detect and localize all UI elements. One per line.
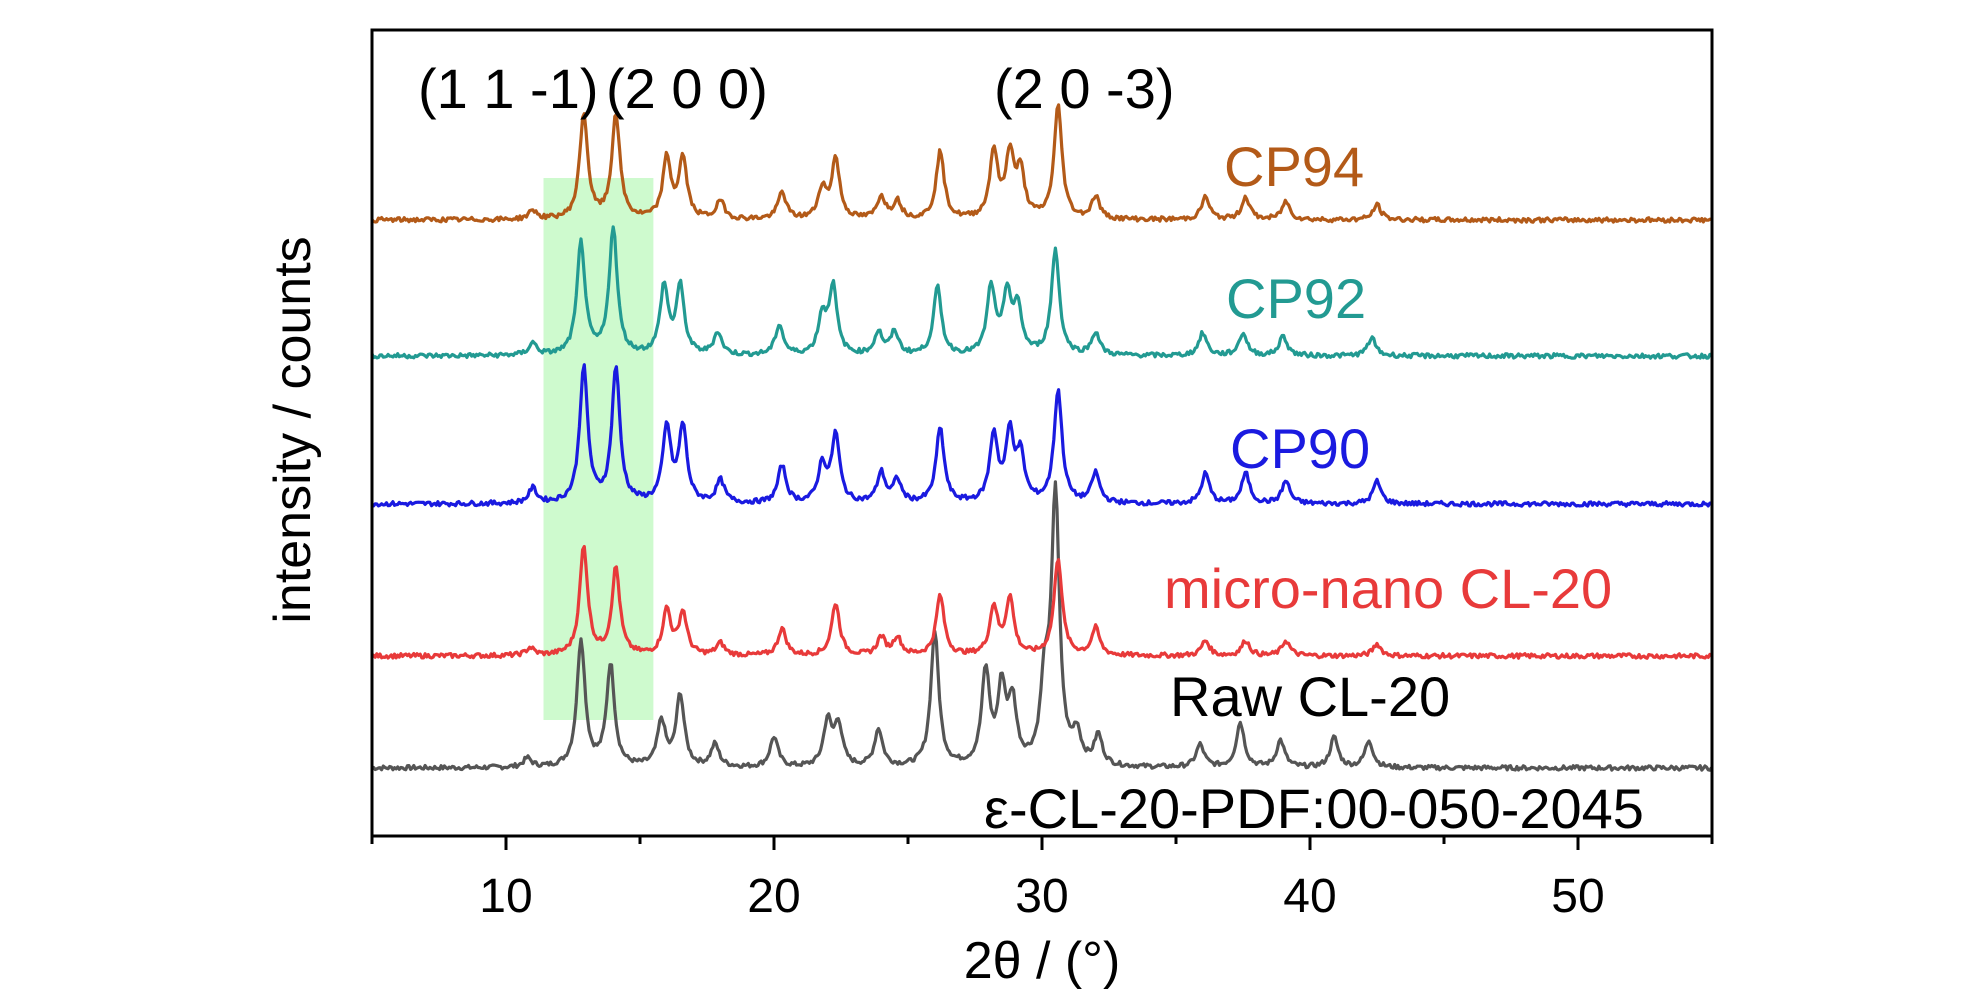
series-label-raw: Raw CL-20 — [1170, 665, 1450, 728]
peak-label-20-3: (2 0 -3) — [994, 57, 1175, 120]
series-label-cp90: CP90 — [1230, 417, 1370, 480]
series-label-cp92: CP92 — [1226, 267, 1366, 330]
y-axis-label: intensity / counts — [264, 236, 322, 623]
x-tick-label: 30 — [1015, 870, 1068, 923]
series-label-cp94: CP94 — [1224, 135, 1364, 198]
x-tick-label: 40 — [1283, 870, 1336, 923]
x-tick-label: 20 — [747, 870, 800, 923]
x-axis-ticks: 10 20 30 40 50 — [370, 836, 1714, 923]
x-tick-label: 50 — [1551, 870, 1604, 923]
series-line-cp94 — [370, 103, 1712, 224]
series-line-raw-cl-20 — [371, 480, 1713, 772]
series-line-micro-nano-cl-20 — [371, 544, 1713, 660]
peak-label-111: (1 1 -1) — [418, 57, 599, 120]
trace-group — [370, 103, 1713, 772]
reference-label: ε-CL-20-PDF:00-050-2045 — [984, 777, 1644, 840]
highlight-band — [543, 178, 654, 720]
x-tick-label: 10 — [479, 870, 532, 923]
series-label-micro-nano: micro-nano CL-20 — [1164, 557, 1612, 620]
peak-label-200: (2 0 0) — [606, 57, 768, 120]
series-line-cp90 — [371, 363, 1712, 508]
series-line-cp92 — [370, 225, 1712, 360]
x-axis-label: 2θ / (°) — [964, 932, 1121, 990]
